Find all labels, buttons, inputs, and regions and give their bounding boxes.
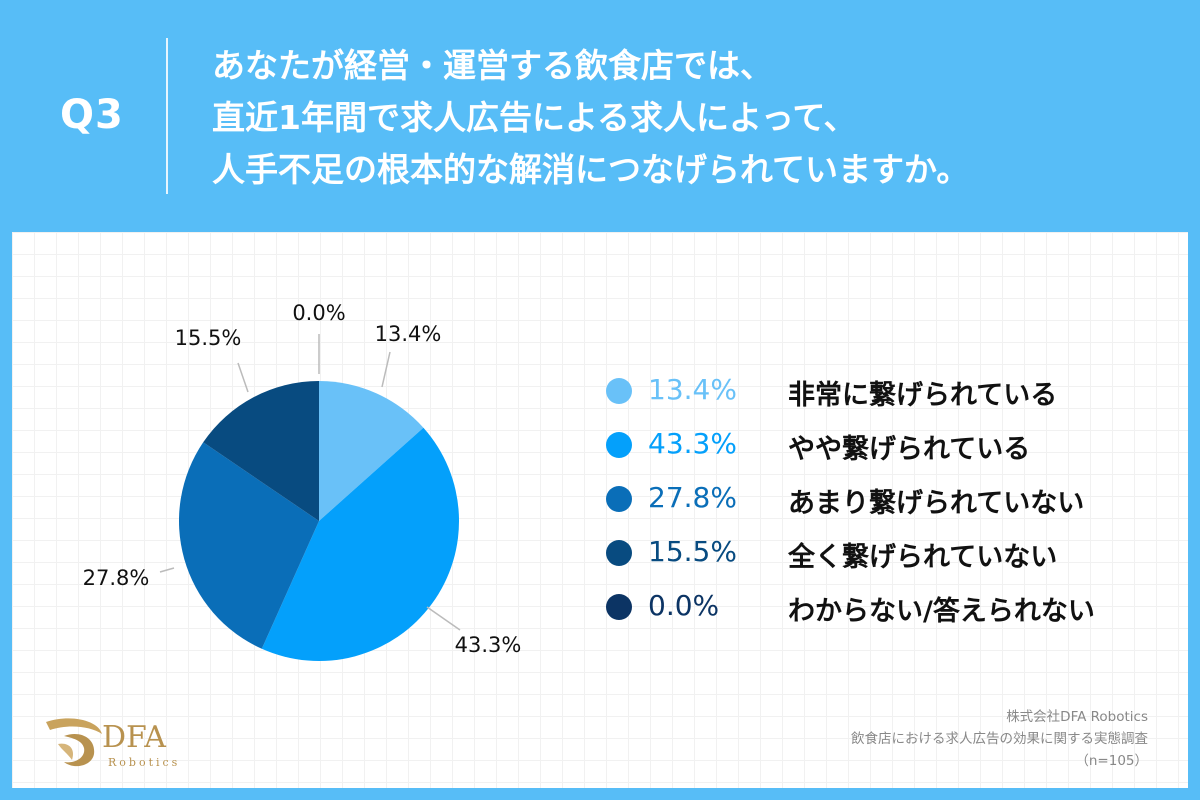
credit-company: 株式会社DFA Robotics [1006, 709, 1148, 725]
pie-label-leader-line [237, 362, 249, 393]
credit-sample: （n=105） [1075, 753, 1148, 769]
question-text: あなたが経営・運営する飲食店では、 直近1年間で求人広告による求人によって、 人… [212, 40, 969, 196]
question-line-1: あなたが経営・運営する飲食店では、 [212, 46, 773, 85]
legend-value: 15.5% [648, 535, 737, 568]
dfa-logo-subtext: Robotics [108, 756, 181, 769]
pie-label-leader-line [426, 606, 461, 631]
credit: 株式会社DFA Robotics 飲食店における求人広告の効果に関する実態調査 … [851, 706, 1148, 772]
pie-data-label: 0.0% [292, 301, 345, 325]
legend-item: 27.8% あまり繋げられていない [606, 476, 1166, 530]
pie-slice [319, 381, 424, 521]
legend-label: あまり繋げられていない [788, 488, 1085, 519]
legend-item: 13.4% 非常に繋げられている [606, 368, 1166, 422]
legend-item: 43.3% やや繋げられている [606, 422, 1166, 476]
pie-data-label: 15.5% [175, 326, 242, 350]
legend-value: 13.4% [648, 373, 737, 406]
legend-item: 0.0% わからない/答えられない [606, 584, 1166, 638]
legend-value: 27.8% [648, 481, 737, 514]
credit-survey: 飲食店における求人広告の効果に関する実態調査 [851, 731, 1148, 747]
legend-dot-icon [606, 540, 632, 566]
legend-dot-icon [606, 432, 632, 458]
legend-value: 0.0% [648, 589, 720, 622]
header-divider [166, 38, 168, 194]
pie-label-leader-line [381, 351, 391, 388]
legend-dot-icon [606, 486, 632, 512]
dfa-logo-text: DFA [102, 720, 166, 755]
question-number: Q3 [60, 92, 124, 138]
legend-label: 非常に繋げられている [788, 380, 1058, 411]
pie-data-label: 27.8% [83, 566, 150, 590]
pie-label-leader-line [159, 567, 175, 573]
question-line-3: 人手不足の根本的な解消につなげられていますか。 [212, 150, 970, 189]
legend-dot-icon [606, 378, 632, 404]
pie-data-label: 43.3% [455, 633, 522, 657]
legend-value: 43.3% [648, 427, 737, 460]
chart-panel: 13.4% 43.3% 27.8% 15.5% 0.0% 13.4% 非常に繋げられている… [12, 232, 1188, 788]
dfa-logo-mark-icon [46, 718, 102, 767]
pie-chart: 13.4% 43.3% 27.8% 15.5% 0.0% [83, 301, 522, 661]
legend: 13.4% 非常に繋げられている 43.3% やや繋げられている 27.8% あまり繋げら… [606, 368, 1166, 638]
legend-item: 15.5% 全く繋げられていない [606, 530, 1166, 584]
pie-slice [203, 381, 319, 521]
legend-label: やや繋げられている [788, 434, 1031, 465]
question-line-2: 直近1年間で求人広告による求人によって、 [212, 98, 857, 137]
pie-slice [261, 427, 460, 661]
pie-slice [179, 442, 319, 649]
header: Q3 あなたが経営・運営する飲食店では、 直近1年間で求人広告による求人によって… [0, 0, 1200, 232]
pie-data-label: 13.4% [375, 322, 442, 346]
dfa-logo: DFA Robotics [40, 714, 177, 778]
legend-label: 全く繋げられていない [788, 542, 1058, 573]
legend-dot-icon [606, 594, 632, 620]
legend-label: わからない/答えられない [788, 596, 1095, 627]
